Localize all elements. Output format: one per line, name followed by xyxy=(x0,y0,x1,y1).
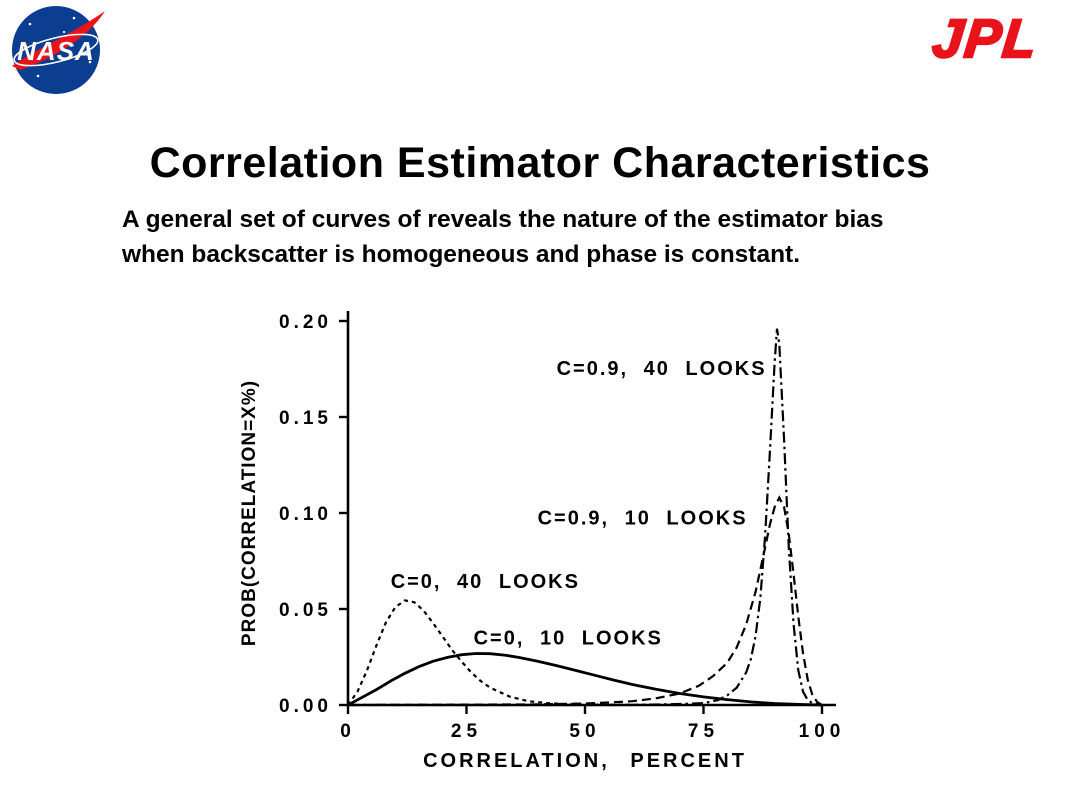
x-tick-label: 50 xyxy=(569,721,600,742)
nasa-swoosh-icon xyxy=(12,11,105,70)
x-tick-label: 75 xyxy=(688,721,719,742)
x-tick-label: 0 xyxy=(340,721,356,742)
jpl-logo-text: JPL xyxy=(929,8,1043,71)
series-label: C=0.9, 40 LOOKS xyxy=(557,358,767,380)
y-axis-label: PROB(CORRELATION=X%) xyxy=(239,380,260,646)
series-line-dashdot xyxy=(348,328,823,707)
correlation-chart: 0.00 0.05 0.10 0.15 0.20 0 25 50 75 100 CORRELATIO… xyxy=(225,295,845,790)
series-label: C=0, 40 LOOKS xyxy=(391,571,580,593)
slide-title: Correlation Estimator Characteristics xyxy=(149,138,931,187)
slide-body-line-2: when backscatter is homogeneous and phas… xyxy=(122,241,801,268)
jpl-logo: JPL xyxy=(929,8,1043,71)
y-tick-label: 0.05 xyxy=(279,600,332,621)
x-axis-label: CORRELATION, PERCENT xyxy=(423,750,747,772)
series-label: C=0.9, 10 LOOKS xyxy=(538,508,748,530)
y-tick-label: 0.10 xyxy=(279,504,332,525)
slide-body-line-1: A general set of curves of reveals the n… xyxy=(122,206,884,233)
y-tick-label: 0.00 xyxy=(279,696,332,717)
nasa-stars xyxy=(28,16,92,78)
x-tick-label: 100 xyxy=(799,721,845,742)
nasa-logo-graphic: NASA xyxy=(12,6,105,94)
slide-body: A general set of curves of reveals the n… xyxy=(122,202,1022,272)
series-label: C=0, 10 LOOKS xyxy=(474,628,663,650)
series-line-dashed xyxy=(347,495,823,707)
nasa-logo: NASA xyxy=(8,4,108,96)
series-line-solid xyxy=(347,652,823,707)
nasa-orbit xyxy=(13,33,99,67)
nasa-logo-text: NASA xyxy=(17,36,95,66)
series-line-dotted xyxy=(347,599,680,707)
correlation-chart-svg: 0.00 0.05 0.10 0.15 0.20 0 25 50 75 100 CORRELATIO… xyxy=(239,311,845,772)
x-tick-label: 25 xyxy=(451,721,482,742)
y-tick-label: 0.20 xyxy=(279,312,332,333)
y-tick-label: 0.15 xyxy=(279,408,332,429)
